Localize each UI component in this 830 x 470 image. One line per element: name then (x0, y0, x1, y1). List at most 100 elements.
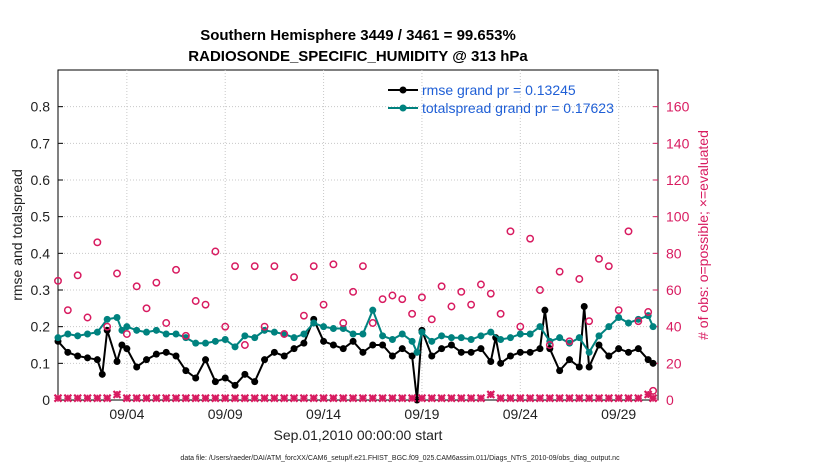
x-tick-label: 09/14 (306, 406, 341, 422)
totalspread-point (447, 334, 455, 342)
obs-possible-point (63, 306, 72, 315)
obs-evaluated-point (604, 393, 614, 403)
totalspread-point (290, 334, 298, 342)
obs-possible-point (634, 317, 643, 326)
obs-evaluated-point (634, 393, 643, 403)
obs-possible-point (368, 319, 377, 327)
chart-title-line2: RADIOSONDE_SPECIFIC_HUMIDITY @ 313 hPa (188, 48, 528, 65)
rmse-point (447, 341, 455, 349)
totalspread-point (595, 332, 603, 340)
rmse-point (192, 374, 200, 382)
obs-possible-point (417, 293, 426, 302)
rmse-point (408, 352, 416, 360)
totalspread-point (467, 336, 475, 343)
totalspread-point (516, 330, 524, 338)
obs-evaluated-point (83, 393, 92, 403)
legend-rmse-marker (399, 86, 407, 94)
totalspread-point (398, 330, 406, 338)
obs-evaluated-point (299, 393, 309, 403)
rmse-point (369, 341, 377, 349)
obs-possible-point (555, 267, 564, 276)
obs-possible-point (427, 315, 436, 324)
rmse-point (605, 352, 613, 360)
totalspread-point (93, 328, 101, 336)
rmse-point (113, 358, 121, 365)
rmse-point (541, 306, 549, 314)
totalspread-point (438, 332, 446, 340)
totalspread-point (320, 323, 328, 331)
obs-possible-point (221, 322, 230, 331)
obs-possible-point (142, 304, 151, 313)
obs-possible-point (211, 247, 220, 256)
obs-possible-point (250, 262, 259, 271)
rmse-point (536, 345, 544, 353)
y-left-axis-label: rmse and totalspread (9, 169, 25, 301)
rmse-point (84, 354, 92, 362)
x-tick-label: 09/19 (404, 406, 439, 422)
obs-possible-point (270, 262, 279, 271)
totalspread-point (615, 314, 623, 321)
obs-evaluated-point (250, 393, 259, 403)
obs-possible-point (93, 238, 102, 247)
totalspread-point (84, 330, 92, 338)
obs-possible-point (339, 319, 348, 327)
obs-possible-point (565, 337, 574, 346)
rmse-point (118, 341, 126, 349)
y-left-tick-label: 0.6 (31, 172, 51, 188)
totalspread-point (585, 348, 593, 356)
obs-evaluated-point (73, 393, 82, 403)
y-right-tick-label: 100 (666, 209, 690, 225)
y-right-tick-label: 0 (666, 392, 674, 408)
obs-evaluated-point (220, 393, 230, 403)
rmse-point (487, 358, 495, 365)
obs-evaluated-point (516, 393, 525, 403)
rmse-point (649, 359, 657, 367)
obs-possible-point (231, 262, 239, 271)
totalspread-point (182, 334, 190, 342)
totalspread-point (152, 326, 160, 334)
obs-possible-point (299, 311, 308, 320)
rmse-point (580, 303, 588, 310)
y-left-tick-label: 0.4 (31, 245, 51, 261)
obs-possible-point (191, 297, 200, 305)
totalspread-point (506, 334, 514, 342)
obs-evaluated-point (368, 393, 378, 403)
legend-spread-label: totalspread grand pr = 0.17623 (422, 100, 614, 116)
totalspread-point (310, 319, 318, 327)
rmse-point (251, 378, 259, 386)
totalspread-point (536, 323, 544, 331)
rmse-point (123, 345, 131, 353)
rmse-point (457, 348, 465, 356)
obs-possible-point (132, 282, 141, 291)
rmse-point (93, 356, 101, 364)
obs-evaluated-point (476, 393, 486, 403)
obs-evaluated-point (319, 393, 328, 403)
rmse-point (270, 348, 278, 356)
obs-possible-point (624, 227, 633, 236)
rmse-point (585, 363, 593, 371)
legend-spread-marker (399, 104, 407, 112)
totalspread-line (57, 307, 655, 356)
obs-evaluated-point (545, 393, 555, 403)
x-tick-label: 09/29 (601, 406, 636, 422)
x-tick-label: 09/24 (503, 406, 538, 422)
rmse-point (634, 345, 642, 353)
totalspread-point (251, 334, 259, 342)
obs-possible-point (545, 341, 554, 349)
obs-evaluated-point (191, 393, 200, 403)
obs-possible-point (83, 313, 92, 322)
obs-evaluated-point (575, 393, 584, 403)
obs-evaluated-point (279, 393, 289, 403)
rmse-point (349, 337, 357, 345)
y-right-tick-label: 60 (666, 282, 682, 298)
y-right-tick-label: 140 (666, 135, 690, 151)
rmse-point (290, 345, 298, 353)
obs-evaluated-point (211, 393, 220, 403)
obs-evaluated-point (457, 393, 466, 403)
obs-evaluated-point (338, 393, 348, 403)
obs-evaluated-point (329, 393, 338, 403)
obs-possible-point (437, 282, 446, 291)
obs-possible-point (614, 306, 623, 315)
obs-possible-point (388, 291, 397, 300)
